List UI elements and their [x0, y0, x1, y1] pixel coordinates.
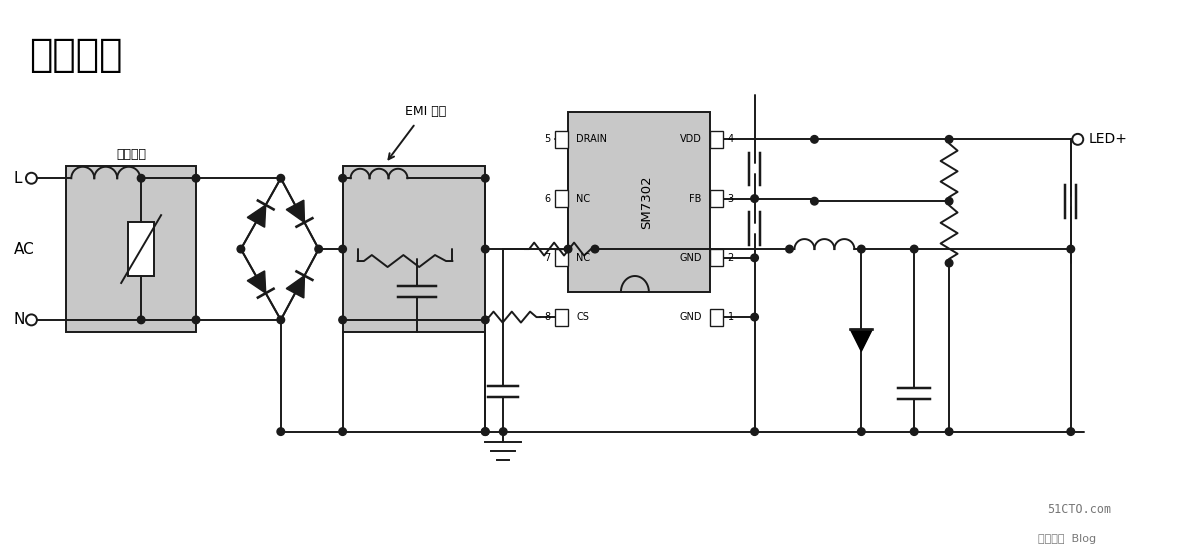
- Circle shape: [277, 174, 284, 182]
- Bar: [568, 112, 709, 292]
- Polygon shape: [287, 200, 304, 222]
- Text: 技术博客  Blog: 技术博客 Blog: [1038, 534, 1096, 544]
- Circle shape: [591, 245, 599, 253]
- Circle shape: [482, 316, 489, 324]
- Circle shape: [137, 316, 144, 324]
- Polygon shape: [247, 205, 265, 227]
- Text: N: N: [13, 312, 25, 327]
- Text: EMI 元件: EMI 元件: [405, 106, 446, 118]
- Circle shape: [315, 245, 322, 253]
- Bar: [709, 190, 722, 207]
- Polygon shape: [287, 276, 304, 298]
- Circle shape: [277, 428, 284, 436]
- Circle shape: [857, 245, 866, 253]
- Bar: [709, 131, 722, 148]
- Text: LED+: LED+: [1089, 133, 1127, 146]
- Text: DRAIN: DRAIN: [577, 134, 607, 144]
- Text: 4: 4: [728, 134, 734, 144]
- Text: L: L: [13, 170, 22, 186]
- Text: 2: 2: [728, 253, 734, 263]
- Text: AC: AC: [13, 241, 34, 256]
- Circle shape: [910, 428, 918, 436]
- Circle shape: [751, 195, 759, 202]
- Bar: [128, 222, 154, 276]
- Circle shape: [565, 245, 572, 253]
- Circle shape: [751, 314, 759, 321]
- Circle shape: [192, 174, 200, 182]
- Circle shape: [482, 174, 489, 182]
- Bar: [709, 309, 722, 326]
- Bar: [709, 249, 722, 266]
- Text: CS: CS: [577, 312, 588, 322]
- Text: 3: 3: [728, 194, 734, 204]
- Circle shape: [482, 428, 489, 436]
- Circle shape: [811, 135, 818, 143]
- Text: 典型应用: 典型应用: [30, 36, 123, 74]
- Circle shape: [945, 197, 953, 205]
- Circle shape: [500, 428, 507, 436]
- Circle shape: [339, 245, 347, 253]
- Bar: [555, 249, 568, 266]
- Circle shape: [857, 428, 866, 436]
- Text: NC: NC: [577, 194, 590, 204]
- Circle shape: [945, 259, 953, 267]
- Polygon shape: [850, 329, 873, 351]
- Text: 8: 8: [543, 312, 551, 322]
- Bar: [555, 190, 568, 207]
- Circle shape: [26, 315, 37, 326]
- Bar: [66, 166, 197, 332]
- Circle shape: [751, 428, 759, 436]
- Text: 51CTO.com: 51CTO.com: [1047, 503, 1111, 516]
- Circle shape: [1073, 134, 1083, 145]
- Circle shape: [277, 316, 284, 324]
- Circle shape: [137, 174, 144, 182]
- Polygon shape: [247, 271, 265, 293]
- Circle shape: [192, 316, 200, 324]
- Circle shape: [1067, 428, 1075, 436]
- Text: SM7302: SM7302: [641, 175, 654, 229]
- Circle shape: [339, 428, 347, 436]
- Text: 浪涌元件: 浪涌元件: [116, 148, 146, 161]
- Circle shape: [237, 245, 245, 253]
- Circle shape: [811, 197, 818, 205]
- Text: 6: 6: [543, 194, 551, 204]
- Text: 5: 5: [543, 134, 551, 144]
- Text: VDD: VDD: [680, 134, 702, 144]
- Circle shape: [910, 245, 918, 253]
- Text: NC: NC: [577, 253, 590, 263]
- Circle shape: [751, 254, 759, 262]
- Bar: [342, 166, 485, 332]
- Circle shape: [1067, 245, 1075, 253]
- Bar: [555, 309, 568, 326]
- Text: 7: 7: [543, 253, 551, 263]
- Circle shape: [945, 428, 953, 436]
- Text: 1: 1: [728, 312, 734, 322]
- Bar: [555, 131, 568, 148]
- Circle shape: [482, 428, 489, 436]
- Circle shape: [786, 245, 793, 253]
- Text: FB: FB: [689, 194, 702, 204]
- Circle shape: [945, 135, 953, 143]
- Text: GND: GND: [680, 312, 702, 322]
- Circle shape: [26, 173, 37, 184]
- Circle shape: [339, 174, 347, 182]
- Circle shape: [339, 316, 347, 324]
- Text: GND: GND: [680, 253, 702, 263]
- Circle shape: [482, 245, 489, 253]
